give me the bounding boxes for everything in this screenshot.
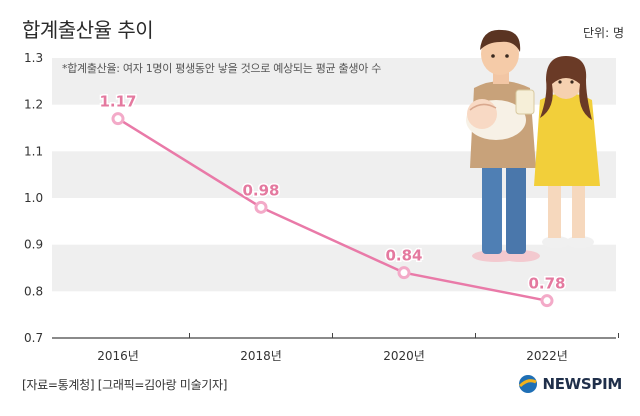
y-tick-label: 0.9 <box>24 238 43 252</box>
y-tick-label: 1.2 <box>24 98 43 112</box>
x-tick-label: 2016년 <box>97 349 139 363</box>
y-tick-label: 1.3 <box>24 51 43 65</box>
logo-text: NEWSPIM <box>542 375 622 393</box>
x-tick-label: 2020년 <box>383 349 425 363</box>
data-point <box>111 112 125 126</box>
y-tick-label: 0.7 <box>24 331 43 345</box>
x-tick-label: 2022년 <box>526 349 568 363</box>
data-points <box>111 112 554 308</box>
newspim-logo-mark-icon <box>519 375 538 393</box>
series-line-path <box>117 117 548 302</box>
y-axis-ticks: 0.7 0.8 0.9 1.0 1.1 1.2 1.3 <box>24 51 43 345</box>
data-label: 1.17 <box>99 93 136 111</box>
y-tick-label: 1.1 <box>24 144 43 158</box>
chart-title: 합계출산율 추이 <box>22 18 154 42</box>
data-labels: 1.17 0.98 0.84 0.78 <box>98 91 567 294</box>
mother-figure <box>534 56 600 248</box>
source-credit: [자료=통계청] [그래픽=김아랑 미술기자] <box>22 378 228 392</box>
x-tick-label: 2018년 <box>240 349 282 363</box>
family-illustration <box>466 29 600 262</box>
newspim-logo: NEWSPIM <box>518 374 622 394</box>
data-point <box>254 200 268 214</box>
data-label: 0.84 <box>385 247 422 265</box>
x-axis-ticks: 2016년 2018년 2020년 2022년 <box>97 349 568 363</box>
definition-note: *합계출산율: 여자 1명이 평생동안 낳을 것으로 예상되는 평균 출생아 수 <box>62 62 382 75</box>
data-point <box>540 294 554 308</box>
data-label: 0.98 <box>242 181 279 199</box>
y-tick-label: 1.0 <box>24 191 43 205</box>
y-tick-label: 0.8 <box>24 284 43 298</box>
x-axis <box>52 333 619 339</box>
data-point <box>397 266 411 280</box>
data-label: 0.78 <box>528 275 565 293</box>
unit-label: 단위: 명 <box>583 26 624 40</box>
baby-figure <box>466 89 535 140</box>
series-line <box>117 117 548 302</box>
